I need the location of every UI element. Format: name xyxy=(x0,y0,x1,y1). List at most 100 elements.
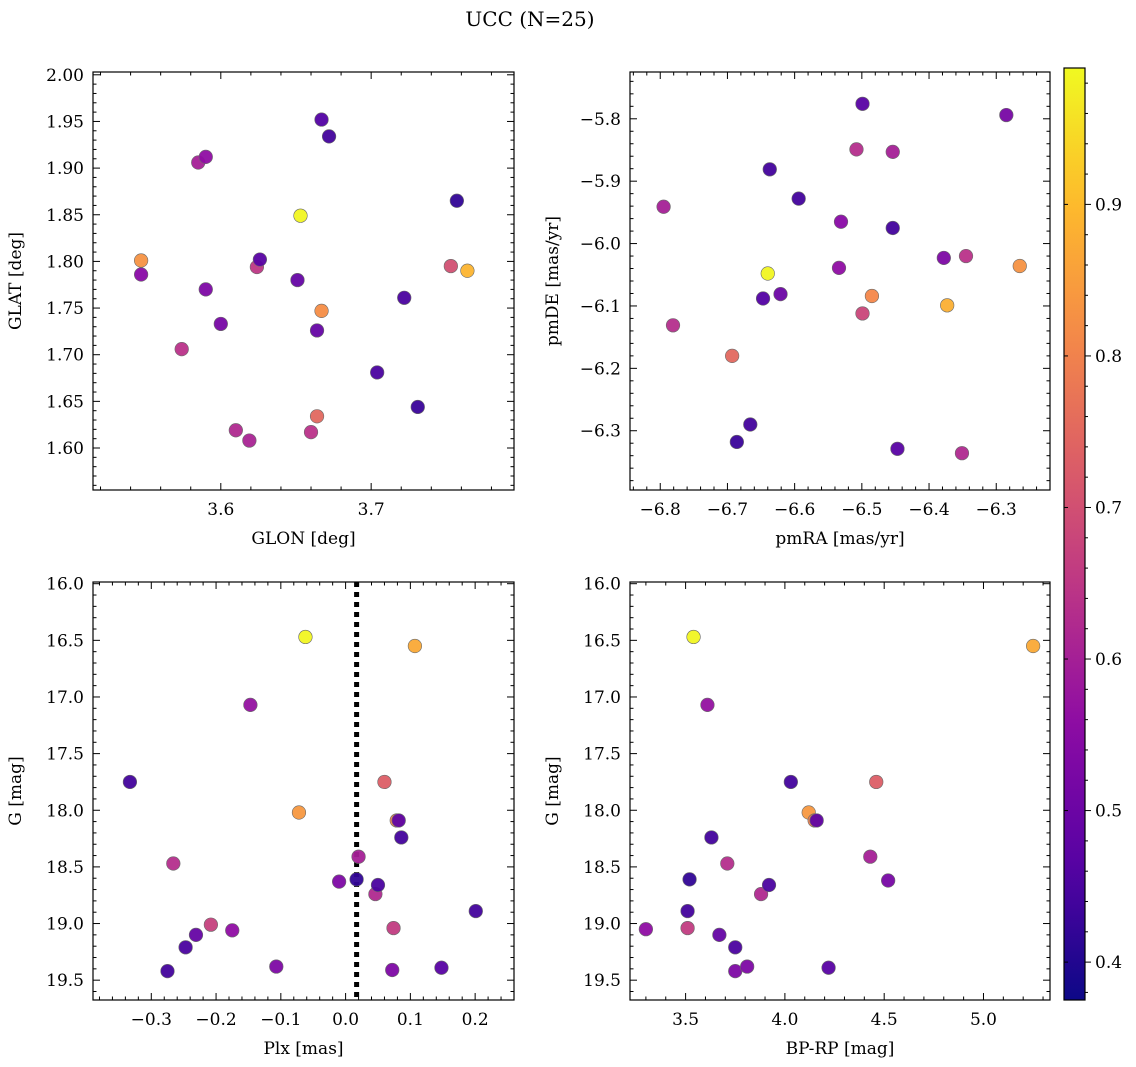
scatter-point xyxy=(377,774,392,790)
y-axis-label: GLAT [deg] xyxy=(6,232,26,330)
y-tick-label: 17.0 xyxy=(583,688,621,708)
scatter-point xyxy=(160,964,175,979)
x-tick-label: −6.5 xyxy=(841,500,882,520)
scatter-point xyxy=(370,365,385,380)
scatter-point xyxy=(293,208,308,223)
scatter-point xyxy=(864,288,880,304)
x-axis-label: pmRA [mas/yr] xyxy=(775,529,904,549)
y-tick-label: 1.85 xyxy=(46,206,84,226)
scatter-point xyxy=(700,697,715,713)
axes-frame xyxy=(629,71,1051,491)
scatter-point xyxy=(349,872,364,887)
scatter-point xyxy=(743,417,758,432)
ticks xyxy=(93,582,515,1000)
colorbar-tick-label: 0.5 xyxy=(1095,802,1122,822)
scatter-point xyxy=(680,920,695,936)
scatter-point xyxy=(809,813,824,828)
scatter-point xyxy=(760,266,775,281)
scatter-point xyxy=(740,959,755,974)
y-tick-label: 16.0 xyxy=(46,575,84,595)
colorbar-tick-label: 0.9 xyxy=(1095,195,1122,215)
y-tick-label: 1.75 xyxy=(46,299,84,319)
scatter-point xyxy=(791,191,806,206)
y-tick-label: −6.2 xyxy=(580,359,621,379)
scatter-point xyxy=(269,959,284,974)
scatter-point xyxy=(936,250,951,266)
scatter-point xyxy=(783,774,798,790)
x-axis-label: BP-RP [mag] xyxy=(786,1039,895,1059)
x-tick-label: −6.6 xyxy=(774,500,815,520)
y-tick-label: −5.9 xyxy=(580,172,621,192)
scatter-points xyxy=(122,629,483,979)
ticks xyxy=(630,582,1050,1000)
y-tick-label: −6.3 xyxy=(580,422,621,442)
scatter-point xyxy=(849,142,864,157)
scatter-point xyxy=(999,107,1014,123)
scatter-point xyxy=(881,873,896,888)
x-tick-label: −6.4 xyxy=(908,500,949,520)
x-tick-label: −6.3 xyxy=(976,500,1017,520)
scatter-point xyxy=(134,267,149,282)
scatter-points xyxy=(638,629,1041,979)
y-tick-label: 16.0 xyxy=(583,575,621,595)
scatter-point xyxy=(198,149,213,165)
y-tick-label: 19.0 xyxy=(583,915,621,935)
panel-2: −6.8 −6.7 −6.6 −6.5 −6.4 −6.3 −6.3 −6.2 −6.1 −6.0… xyxy=(543,71,1051,549)
scatter-point xyxy=(228,423,243,438)
scatter-point xyxy=(314,112,329,127)
panel-4: 3.5 4.0 4.5 5.0 16.0 16.5 17.0 17.5 18.0 18.5 19.0… xyxy=(543,575,1051,1059)
scatter-point xyxy=(309,409,325,424)
scatter-point xyxy=(656,199,671,214)
y-tick-label: 1.60 xyxy=(46,439,84,459)
x-axis-label: Plx [mas] xyxy=(263,1039,343,1059)
scatter-point xyxy=(391,813,406,828)
scatter-point xyxy=(290,272,305,288)
scatter-point xyxy=(188,927,204,942)
y-tick-label: 1.90 xyxy=(46,159,84,179)
scatter-point xyxy=(407,638,423,654)
scatter-point xyxy=(686,629,701,645)
x-tick-label: 0.2 xyxy=(462,1010,489,1030)
scatter-point xyxy=(855,306,870,321)
scatter-point xyxy=(370,877,386,893)
scatter-point xyxy=(397,290,412,305)
scatter-point xyxy=(712,927,727,942)
scatter-point xyxy=(1012,258,1027,274)
scatter-point xyxy=(303,425,319,440)
scatter-point xyxy=(332,874,347,889)
scatter-point xyxy=(885,220,900,236)
scatter-point xyxy=(1026,638,1041,654)
x-tick-label: −6.7 xyxy=(707,500,748,520)
scatter-point xyxy=(728,940,743,955)
scatter-point xyxy=(638,922,653,937)
scatter-point xyxy=(134,253,149,268)
y-tick-label: −6.0 xyxy=(580,235,621,255)
scatter-point xyxy=(198,282,213,297)
y-tick-label: 1.65 xyxy=(46,392,84,412)
scatter-point xyxy=(122,774,138,790)
y-tick-label: 16.5 xyxy=(583,631,621,651)
scatter-point xyxy=(855,96,870,111)
x-tick-label: 5.0 xyxy=(970,1010,997,1030)
scatter-point xyxy=(954,446,970,461)
scatter-point xyxy=(682,872,697,887)
axes-frame xyxy=(92,71,515,491)
x-tick-label: 3.7 xyxy=(358,500,385,520)
scatter-point xyxy=(885,144,900,159)
scatter-point xyxy=(351,849,366,864)
panel-1: 3.6 3.7 1.60 1.65 1.70 1.75 1.80 1.85 1.90 1.95 2.… xyxy=(6,66,515,549)
x-tick-label: −0.3 xyxy=(131,1010,172,1030)
y-tick-label: 1.70 xyxy=(46,346,84,366)
y-tick-label: 16.5 xyxy=(46,631,84,651)
scatter-point xyxy=(773,287,788,302)
x-axis-label: GLON [deg] xyxy=(251,529,355,549)
scatter-points xyxy=(134,112,475,448)
x-tick-label: 4.5 xyxy=(871,1010,898,1030)
scatter-point xyxy=(386,920,401,936)
scatter-point xyxy=(725,348,740,363)
scatter-point xyxy=(243,697,258,713)
scatter-point xyxy=(468,903,483,919)
x-tick-label: 0.0 xyxy=(332,1010,359,1030)
scatter-point xyxy=(869,774,884,790)
